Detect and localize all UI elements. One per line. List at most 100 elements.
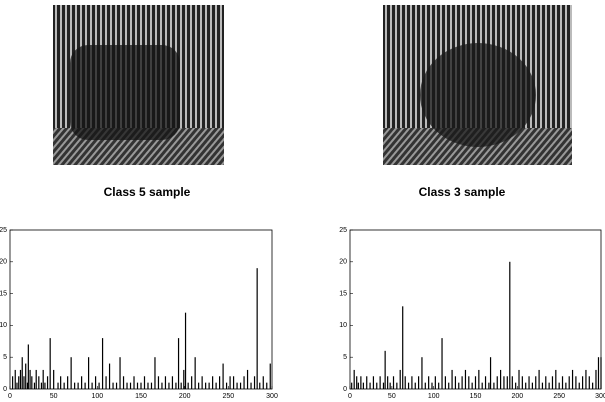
x-tick-label: 0 xyxy=(8,393,12,400)
bar xyxy=(500,369,502,389)
x-tick-label: 200 xyxy=(511,393,523,400)
bar xyxy=(481,382,483,389)
bar xyxy=(407,382,410,389)
bar xyxy=(387,376,389,389)
bar xyxy=(175,382,177,389)
bar xyxy=(438,382,440,389)
sample-image xyxy=(383,5,572,165)
caption: Class 5 sample xyxy=(104,185,191,199)
bar xyxy=(147,382,149,389)
bar xyxy=(418,376,420,389)
bar xyxy=(461,376,463,389)
bar xyxy=(555,369,557,389)
bar xyxy=(357,382,359,389)
bar xyxy=(25,363,27,389)
y-tick-label: 0 xyxy=(3,386,7,393)
bar xyxy=(81,376,83,389)
bar xyxy=(23,376,25,389)
bar xyxy=(515,382,517,389)
bar xyxy=(88,357,90,389)
plot-frame xyxy=(349,229,602,390)
y-tick-label: 25 xyxy=(339,227,347,234)
bar xyxy=(588,376,590,389)
bar xyxy=(12,376,14,389)
bar xyxy=(16,382,18,389)
bar xyxy=(448,382,450,389)
bar xyxy=(246,369,249,389)
bar xyxy=(119,357,121,389)
bar xyxy=(129,382,132,389)
bar xyxy=(402,306,404,389)
bar xyxy=(441,338,443,389)
x-tick-label: 100 xyxy=(91,393,103,400)
bar xyxy=(269,363,271,389)
bar xyxy=(67,376,69,389)
bar xyxy=(53,369,55,389)
bar xyxy=(38,376,40,389)
bar xyxy=(31,376,33,389)
bar xyxy=(551,376,554,389)
bar xyxy=(98,382,100,389)
bar xyxy=(180,382,182,389)
bar xyxy=(538,369,540,389)
bar xyxy=(229,376,231,389)
bar xyxy=(253,376,256,389)
bar xyxy=(528,376,530,389)
bar xyxy=(157,376,160,389)
x-tick-label: 50 xyxy=(388,393,396,400)
x-tick-label: 200 xyxy=(179,393,191,400)
bar xyxy=(236,382,238,389)
bar xyxy=(115,382,118,389)
bar xyxy=(458,382,460,389)
bar xyxy=(521,376,523,389)
bar xyxy=(35,369,37,389)
bar xyxy=(40,382,43,389)
bar xyxy=(27,344,29,389)
bar xyxy=(33,382,36,389)
bar xyxy=(535,376,537,389)
x-tick-label: 250 xyxy=(553,393,565,400)
bar xyxy=(356,376,358,389)
bar xyxy=(225,382,228,389)
bar xyxy=(585,369,587,389)
x-tick-label: 150 xyxy=(470,393,482,400)
bar xyxy=(468,376,470,389)
bar xyxy=(493,382,495,389)
bar xyxy=(575,376,577,389)
y-tick-label: 5 xyxy=(3,354,7,361)
bar xyxy=(353,369,355,389)
x-tick-label: 50 xyxy=(50,393,58,400)
bar xyxy=(259,382,261,389)
bar xyxy=(548,382,550,389)
bar xyxy=(14,369,16,389)
bar xyxy=(600,357,602,389)
bar xyxy=(509,261,511,389)
bar xyxy=(164,376,167,389)
bar xyxy=(399,369,401,389)
bar xyxy=(201,376,203,389)
bar xyxy=(208,382,210,389)
bar xyxy=(171,376,174,389)
y-tick-label: 15 xyxy=(0,290,7,297)
bar xyxy=(232,376,235,389)
bar xyxy=(215,382,217,389)
bar xyxy=(239,382,242,389)
bar xyxy=(360,376,362,389)
bar xyxy=(154,357,156,389)
x-tick-label: 250 xyxy=(222,393,234,400)
bar xyxy=(105,376,107,389)
bar xyxy=(60,376,62,389)
y-tick-label: 25 xyxy=(0,227,7,234)
bar xyxy=(525,382,527,389)
bar xyxy=(42,369,44,389)
bar xyxy=(63,382,65,389)
bar xyxy=(94,376,97,389)
bar xyxy=(431,382,433,389)
bar xyxy=(219,376,221,389)
bar xyxy=(168,382,170,389)
bar xyxy=(541,382,544,389)
bar xyxy=(262,376,264,389)
bar xyxy=(503,376,505,389)
bar xyxy=(74,382,76,389)
